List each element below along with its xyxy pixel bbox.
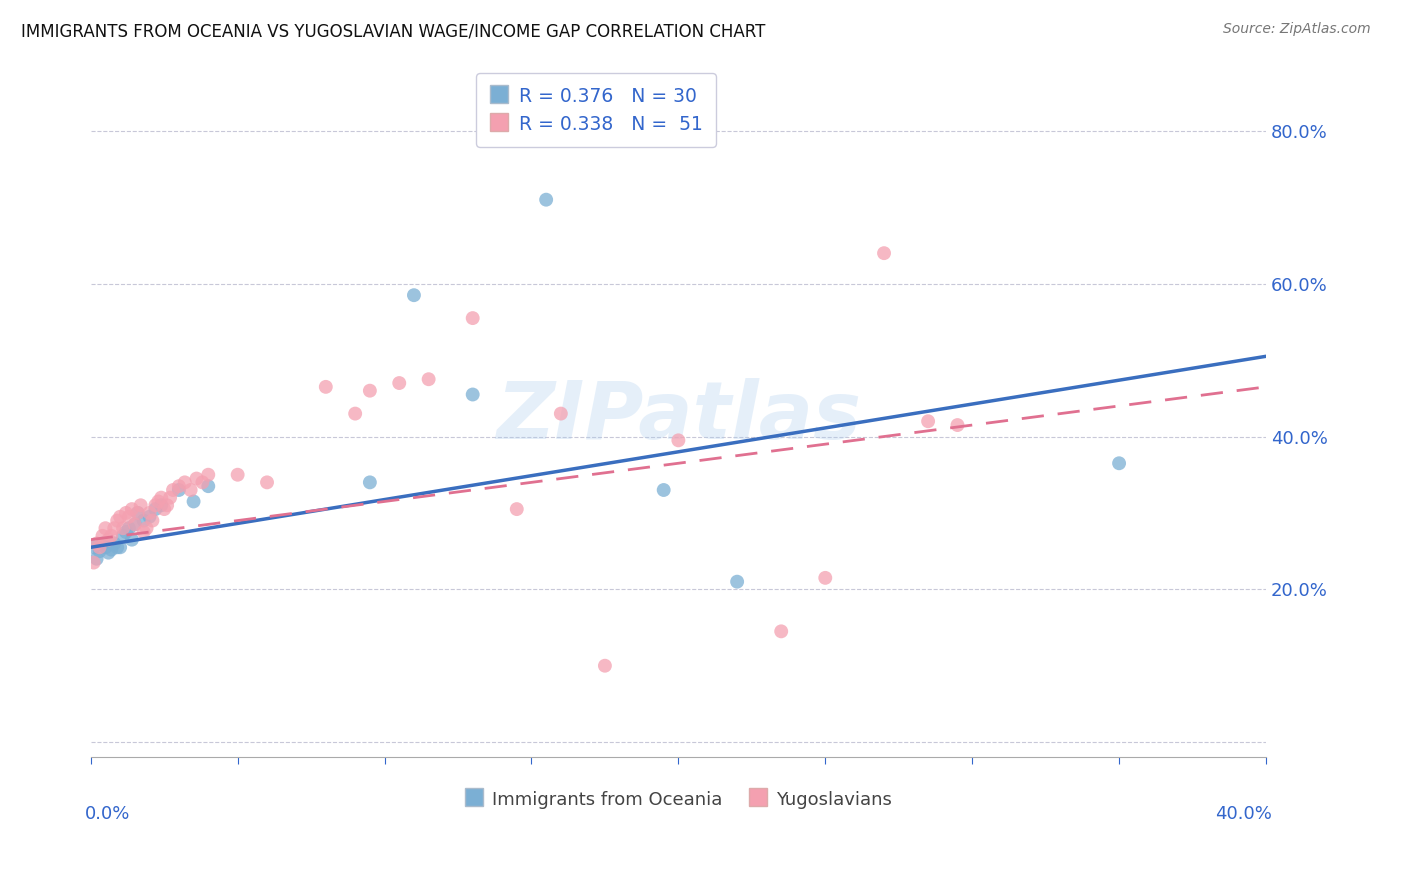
Point xyxy=(100,529,122,543)
Point xyxy=(162,483,184,497)
Point xyxy=(121,533,143,547)
Point xyxy=(108,509,131,524)
Text: IMMIGRANTS FROM OCEANIA VS YUGOSLAVIAN WAGE/INCOME GAP CORRELATION CHART: IMMIGRANTS FROM OCEANIA VS YUGOSLAVIAN W… xyxy=(21,22,765,40)
Point xyxy=(91,529,114,543)
Point xyxy=(197,467,219,482)
Point xyxy=(127,506,149,520)
Point xyxy=(344,407,367,421)
Point xyxy=(138,509,160,524)
Point xyxy=(153,502,176,516)
Point xyxy=(388,376,411,390)
Point xyxy=(118,509,141,524)
Point xyxy=(105,541,128,555)
Point xyxy=(814,571,837,585)
Legend: Immigrants from Oceania, Yugoslavians: Immigrants from Oceania, Yugoslavians xyxy=(457,782,900,816)
Point xyxy=(183,494,205,508)
Text: Source: ZipAtlas.com: Source: ZipAtlas.com xyxy=(1223,22,1371,37)
Point xyxy=(159,491,181,505)
Point xyxy=(112,529,135,543)
Point xyxy=(145,502,167,516)
Point xyxy=(121,502,143,516)
Point xyxy=(148,494,170,508)
Point xyxy=(89,544,111,558)
Point xyxy=(83,556,105,570)
Point xyxy=(359,475,381,490)
Point xyxy=(145,498,167,512)
Point xyxy=(89,541,111,555)
Point xyxy=(132,514,155,528)
Point xyxy=(150,491,173,505)
Point xyxy=(180,483,202,497)
Point xyxy=(132,524,155,539)
Point xyxy=(256,475,278,490)
Point xyxy=(112,521,135,535)
Point xyxy=(725,574,748,589)
Point xyxy=(461,387,484,401)
Point xyxy=(534,193,557,207)
Point xyxy=(129,498,152,512)
Point xyxy=(167,479,190,493)
Point xyxy=(91,536,114,550)
Point xyxy=(135,521,157,535)
Point xyxy=(461,311,484,326)
Point xyxy=(83,541,105,555)
Point xyxy=(770,624,793,639)
Text: 40.0%: 40.0% xyxy=(1215,805,1272,823)
Point xyxy=(315,380,337,394)
Point xyxy=(97,533,120,547)
Point xyxy=(156,498,179,512)
Point xyxy=(105,514,128,528)
Point xyxy=(418,372,440,386)
Point xyxy=(103,536,125,550)
Point xyxy=(124,517,146,532)
Point xyxy=(97,546,120,560)
Point xyxy=(506,502,529,516)
Point xyxy=(197,479,219,493)
Point xyxy=(108,541,131,555)
Point xyxy=(103,521,125,535)
Point xyxy=(86,536,108,550)
Point xyxy=(94,541,117,555)
Point xyxy=(873,246,896,260)
Point xyxy=(138,506,160,520)
Point xyxy=(86,551,108,566)
Point xyxy=(150,498,173,512)
Point xyxy=(118,521,141,535)
Point xyxy=(917,414,939,428)
Point xyxy=(115,524,138,539)
Point xyxy=(402,288,425,302)
Point xyxy=(946,418,969,433)
Point xyxy=(226,467,249,482)
Point xyxy=(115,506,138,520)
Point xyxy=(652,483,675,497)
Point xyxy=(141,514,163,528)
Point xyxy=(191,475,214,490)
Point xyxy=(100,542,122,557)
Point xyxy=(127,506,149,520)
Point xyxy=(359,384,381,398)
Text: ZIPatlas: ZIPatlas xyxy=(496,378,860,457)
Text: 0.0%: 0.0% xyxy=(84,805,131,823)
Point xyxy=(666,434,689,448)
Point xyxy=(550,407,572,421)
Point xyxy=(1108,456,1130,470)
Point xyxy=(186,471,208,485)
Point xyxy=(94,521,117,535)
Point xyxy=(593,658,616,673)
Point xyxy=(167,483,190,497)
Point xyxy=(173,475,195,490)
Point xyxy=(124,517,146,532)
